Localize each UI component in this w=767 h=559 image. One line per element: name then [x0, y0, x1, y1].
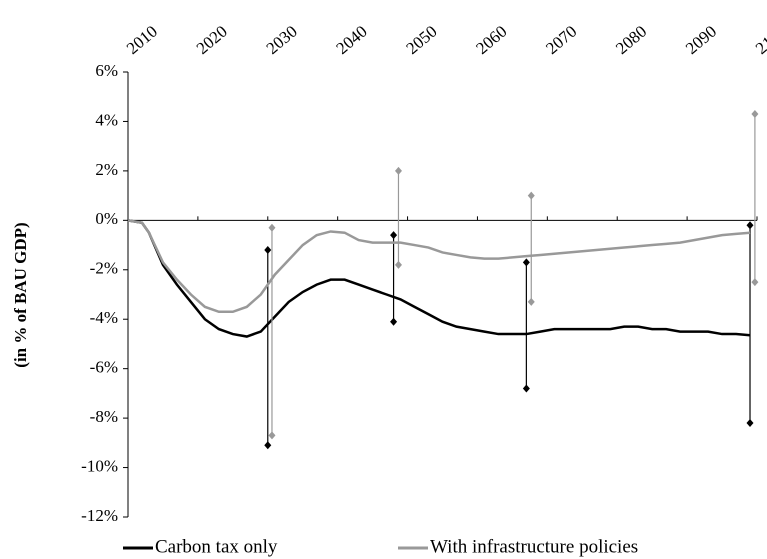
- range-end: [394, 260, 402, 269]
- x-tick-label: 2040: [333, 22, 371, 58]
- range-end: [390, 231, 398, 240]
- y-tick-label: -2%: [90, 259, 118, 278]
- y-tick-label: 6%: [95, 61, 118, 80]
- range-end: [746, 419, 754, 428]
- range-end: [522, 384, 530, 393]
- x-tick-label: 2020: [193, 22, 231, 58]
- range-end: [268, 223, 276, 232]
- series-line: [127, 219, 751, 314]
- y-tick-label: -6%: [90, 358, 118, 377]
- x-tick-label: 2070: [542, 22, 580, 58]
- legend-label: With infrastructure policies: [430, 536, 638, 557]
- legend-label: Carbon tax only: [155, 536, 278, 557]
- y-tick-label: -10%: [81, 456, 118, 475]
- y-tick-label: -8%: [90, 407, 118, 426]
- range-end: [751, 278, 759, 287]
- range-end: [264, 441, 272, 450]
- y-tick-label: -12%: [81, 506, 118, 525]
- range-end: [394, 166, 402, 175]
- x-tick-label: 2050: [402, 22, 440, 58]
- y-tick-label: -4%: [90, 308, 118, 327]
- series-line: [127, 219, 751, 338]
- range-end: [751, 110, 759, 119]
- x-tick-label: 2100: [752, 22, 767, 58]
- range-end: [268, 431, 276, 440]
- y-axis-label: (in % of BAU GDP): [11, 222, 30, 367]
- range-end: [522, 258, 530, 267]
- range-end: [746, 221, 754, 230]
- y-tick-label: 2%: [95, 160, 118, 179]
- range-end: [264, 246, 272, 254]
- y-tick-label: 0%: [95, 209, 118, 228]
- range-end: [527, 191, 535, 200]
- range-end: [390, 317, 398, 326]
- range-end: [527, 297, 535, 306]
- y-tick-label: 4%: [95, 110, 118, 129]
- x-tick-label: 2030: [263, 22, 301, 58]
- x-tick-label: 2060: [472, 22, 510, 58]
- x-tick-label: 2010: [123, 22, 161, 58]
- x-tick-label: 2090: [682, 22, 720, 58]
- x-tick-label: 2080: [612, 22, 650, 58]
